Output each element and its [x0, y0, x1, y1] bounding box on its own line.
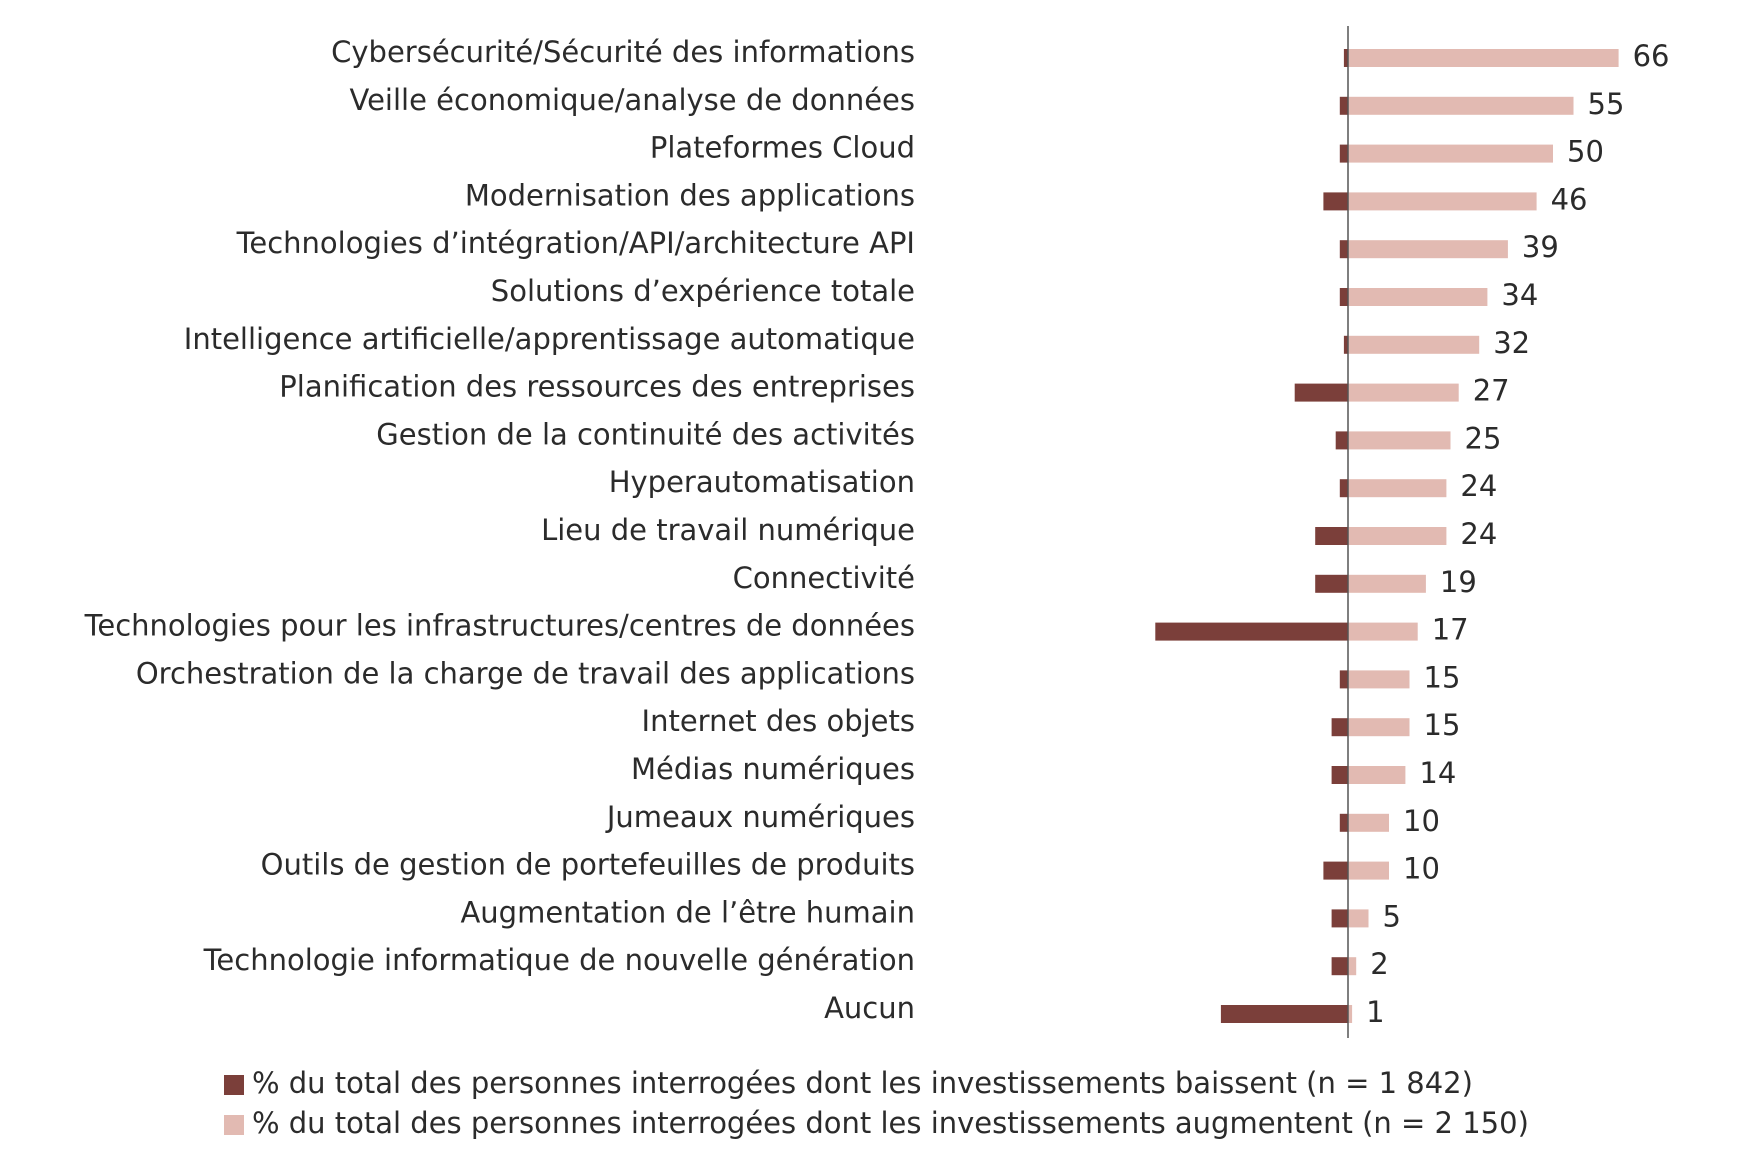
bar	[1323, 861, 1348, 880]
category-label: Modernisation des applications	[465, 178, 915, 212]
bar	[1348, 527, 1447, 545]
bar	[1348, 813, 1389, 832]
bar	[1220, 1005, 1348, 1023]
value-label: 50	[1567, 135, 1604, 169]
category-label: Jumeaux numériques	[605, 800, 915, 834]
bar	[1348, 909, 1369, 928]
bar	[1155, 622, 1348, 641]
bar	[1348, 49, 1619, 67]
category-label: Outils de gestion de portefeuilles de pr…	[261, 848, 915, 882]
value-label: 25	[1465, 421, 1502, 455]
category-label: Hyperautomatisation	[609, 465, 915, 499]
bar	[1335, 431, 1348, 450]
bar	[1348, 383, 1459, 402]
bar	[1339, 813, 1348, 832]
value-label: 10	[1403, 804, 1440, 838]
category-label: Planification des ressources des entrepr…	[279, 370, 915, 404]
category-label: Cybersécurité/Sécurité des informations	[331, 35, 915, 69]
category-label: Orchestration de la charge de travail de…	[136, 656, 915, 690]
category-label: Médias numériques	[631, 752, 915, 786]
bar	[1348, 240, 1508, 259]
legend-swatch	[224, 1115, 244, 1135]
category-label: Internet des objets	[642, 704, 915, 738]
bar	[1343, 49, 1348, 67]
category-label: Intelligence artificielle/apprentissage …	[184, 322, 915, 356]
category-label: Plateformes Cloud	[650, 131, 915, 165]
category-label: Veille économique/analyse de données	[350, 83, 916, 117]
bar	[1331, 766, 1348, 784]
legend-label: % du total des personnes interrogées don…	[252, 1106, 1529, 1140]
bar	[1339, 240, 1348, 259]
legend-swatch	[224, 1075, 244, 1095]
bar	[1331, 718, 1348, 737]
value-label: 15	[1424, 660, 1461, 694]
bar	[1348, 957, 1357, 976]
legend-label: % du total des personnes interrogées don…	[252, 1066, 1473, 1100]
category-label: Aucun	[824, 991, 915, 1025]
bar	[1348, 670, 1410, 689]
bar	[1339, 144, 1348, 163]
value-label: 17	[1432, 613, 1469, 647]
value-label: 34	[1501, 278, 1538, 312]
bar	[1348, 479, 1447, 498]
value-label: 2	[1370, 947, 1388, 981]
value-label: 24	[1460, 517, 1497, 551]
bar	[1339, 96, 1348, 115]
category-label: Technologies pour les infrastructures/ce…	[84, 609, 915, 643]
bar	[1339, 288, 1348, 306]
category-label: Augmentation de l’être humain	[460, 895, 915, 929]
category-label: Technologies d’intégration/API/architect…	[236, 226, 915, 260]
value-label: 5	[1383, 899, 1401, 933]
value-label: 27	[1473, 374, 1510, 408]
bar	[1348, 1005, 1353, 1023]
bar	[1348, 335, 1480, 354]
bar	[1348, 766, 1406, 784]
value-label: 10	[1403, 852, 1440, 886]
bar	[1315, 527, 1348, 545]
value-label: 32	[1493, 326, 1530, 360]
bar	[1348, 192, 1537, 211]
value-label: 24	[1460, 469, 1497, 503]
value-label: 39	[1522, 230, 1559, 264]
bar	[1323, 192, 1348, 211]
value-label: 15	[1424, 708, 1461, 742]
category-label: Technologie informatique de nouvelle gén…	[203, 943, 915, 977]
bar	[1348, 96, 1574, 115]
bar	[1339, 479, 1348, 498]
bar	[1348, 718, 1410, 737]
bar	[1294, 383, 1348, 402]
category-label: Lieu de travail numérique	[541, 513, 915, 547]
value-label: 19	[1440, 565, 1477, 599]
value-label: 14	[1419, 756, 1456, 790]
bar	[1348, 622, 1418, 641]
value-label: 66	[1633, 39, 1670, 73]
bar	[1348, 574, 1426, 593]
bar	[1331, 957, 1348, 976]
bar	[1348, 288, 1488, 306]
bar	[1339, 670, 1348, 689]
value-label: 55	[1588, 87, 1625, 121]
category-label: Solutions d’expérience totale	[491, 274, 915, 308]
value-label: 46	[1551, 182, 1588, 216]
bar	[1315, 574, 1348, 593]
value-label: 1	[1366, 995, 1384, 1029]
bar	[1348, 431, 1451, 450]
bar	[1348, 861, 1389, 880]
bar	[1348, 144, 1553, 163]
bar	[1331, 909, 1348, 928]
bar	[1343, 335, 1348, 354]
category-label: Gestion de la continuité des activités	[376, 417, 915, 451]
category-label: Connectivité	[733, 561, 915, 595]
